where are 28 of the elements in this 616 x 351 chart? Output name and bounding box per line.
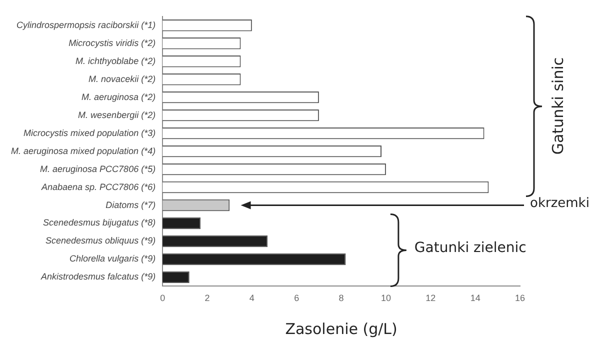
- x-tick-label: 14: [470, 293, 480, 304]
- y-tick-label: Cylindrospermopsis raciborskii (*1): [16, 20, 156, 30]
- y-tick-label: Chlorella vulgaris (*9): [70, 254, 156, 264]
- text: Gatunki sinic: [549, 58, 567, 155]
- annotation: Gatunki zielenic: [414, 240, 526, 256]
- y-tick-label: M. novacekii (*2): [88, 74, 156, 84]
- y-tick-label: M. aeruginosa (*2): [82, 92, 156, 102]
- x-tick-label: 2: [204, 293, 210, 304]
- x-tick-label: 0: [160, 293, 166, 304]
- x-axis-title: Zasolenie (g/L): [285, 320, 398, 338]
- y-tick-label: Microcystis mixed population (*3): [24, 128, 156, 138]
- x-tick-label: 8: [338, 293, 344, 304]
- y-tick-label: Diatoms (*7): [106, 200, 156, 210]
- x-tick-label: 10: [380, 293, 391, 304]
- y-tick-label: Scenedesmus obliquus (*9): [46, 236, 156, 246]
- y-tick-label: M. wesenbergii (*2): [78, 110, 156, 120]
- x-tick-label: 6: [294, 293, 300, 304]
- y-tick-label: M. ichthyoblabe (*2): [76, 56, 156, 66]
- y-tick-label: M. aeruginosa PCC7806 (*5): [40, 164, 156, 174]
- text: okrzemki: [530, 196, 590, 212]
- x-tick-label: 12: [426, 293, 436, 304]
- y-tick-label: Ankistrodesmus falcatus (*9): [40, 272, 156, 282]
- x-tick-label: 4: [249, 293, 254, 304]
- y-tick-label: M. aeruginosa mixed population (*4): [10, 146, 156, 156]
- x-tick-label: 16: [514, 293, 526, 304]
- y-tick-label: Scenedesmus bijugatus (*8): [43, 218, 156, 228]
- y-tick-label: Anabaena sp. PCC7806 (*6): [40, 182, 156, 192]
- y-tick-label: Microcystis viridis (*2): [68, 38, 156, 48]
